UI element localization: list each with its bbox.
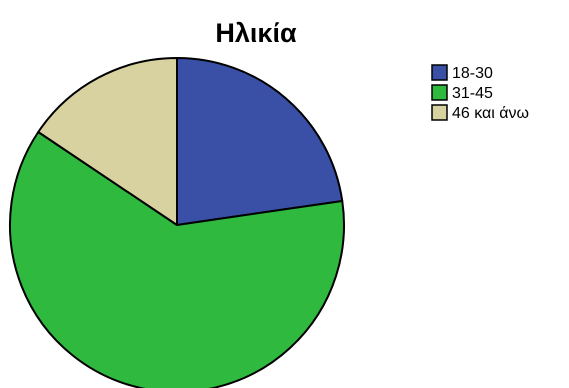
chart-title: Ηλικία (215, 18, 297, 48)
legend-label: 46 και άνω (452, 105, 529, 122)
legend-item: 18-30 (431, 64, 493, 82)
legend-swatch (431, 64, 448, 81)
pie-slice-18-30 (176, 57, 344, 226)
legend-item: 46 και άνω (431, 104, 529, 122)
legend-swatch (431, 84, 448, 101)
legend-label: 31-45 (452, 85, 493, 102)
pie-slice-46-και-άνω (37, 57, 178, 226)
legend-swatch (431, 104, 448, 121)
legend-item: 31-45 (431, 84, 493, 102)
chart-legend: 18-30 31-45 46 και άνω (431, 64, 529, 122)
legend-label: 18-30 (452, 65, 493, 82)
pie-slices (9, 57, 345, 388)
